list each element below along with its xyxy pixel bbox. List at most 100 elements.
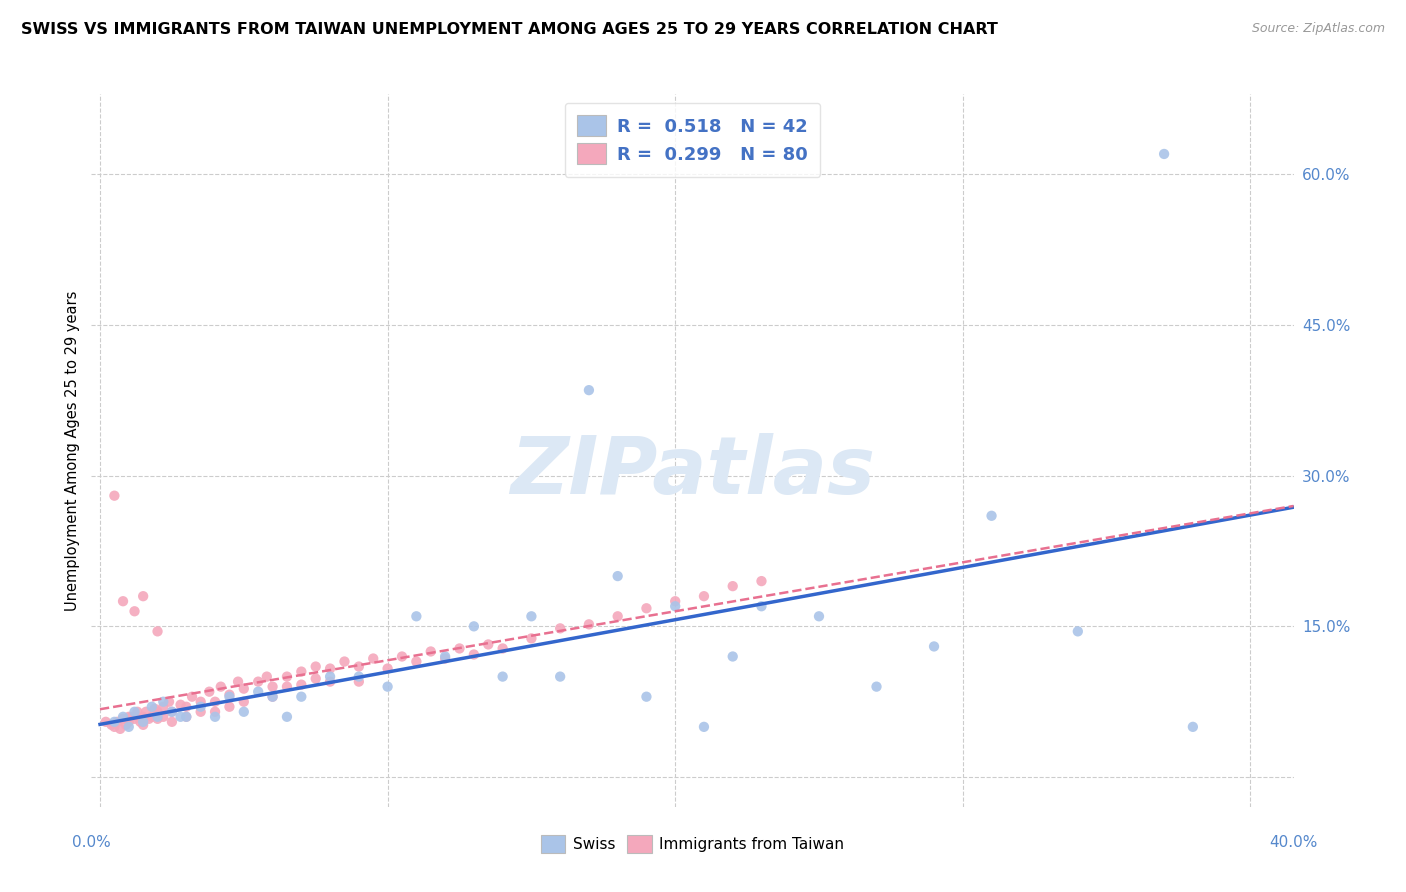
Text: 0.0%: 0.0% <box>72 836 111 850</box>
Point <box>141 710 163 724</box>
Point <box>132 710 155 724</box>
Point <box>492 641 515 656</box>
Point <box>721 649 744 664</box>
Point <box>319 662 342 676</box>
Point <box>204 695 226 709</box>
Point <box>174 710 197 724</box>
Point <box>1181 720 1204 734</box>
Point <box>262 680 284 694</box>
Point <box>606 609 628 624</box>
Point <box>111 712 135 726</box>
Point <box>463 619 485 633</box>
Point <box>129 714 152 729</box>
Point <box>751 599 773 614</box>
Point <box>664 599 686 614</box>
Point <box>94 714 117 729</box>
Point <box>276 670 298 684</box>
Point <box>190 705 212 719</box>
Point <box>141 699 163 714</box>
Point <box>606 569 628 583</box>
Point <box>463 648 485 662</box>
Point <box>232 695 254 709</box>
Point <box>132 718 155 732</box>
Point <box>247 674 270 689</box>
Point <box>405 655 427 669</box>
Point <box>169 698 191 712</box>
Point <box>146 710 169 724</box>
Point <box>146 624 169 639</box>
Point <box>160 714 183 729</box>
Point <box>721 579 744 593</box>
Point <box>347 674 370 689</box>
Point <box>520 632 543 646</box>
Point <box>262 690 284 704</box>
Point <box>132 589 155 603</box>
Point <box>807 609 830 624</box>
Point <box>347 670 370 684</box>
Point <box>520 609 543 624</box>
Point <box>305 659 328 673</box>
Point <box>218 688 240 702</box>
Point <box>290 678 312 692</box>
Point <box>135 705 157 719</box>
Point <box>152 710 174 724</box>
Point <box>190 695 212 709</box>
Point <box>121 710 143 724</box>
Point <box>198 684 221 698</box>
Point <box>118 710 141 724</box>
Point <box>492 670 515 684</box>
Point <box>146 712 169 726</box>
Text: SWISS VS IMMIGRANTS FROM TAIWAN UNEMPLOYMENT AMONG AGES 25 TO 29 YEARS CORRELATI: SWISS VS IMMIGRANTS FROM TAIWAN UNEMPLOY… <box>21 22 998 37</box>
Point <box>169 710 191 724</box>
Point <box>181 690 204 704</box>
Point <box>157 695 180 709</box>
Point <box>118 714 141 729</box>
Point <box>174 699 197 714</box>
Point <box>1067 624 1090 639</box>
Point <box>204 710 226 724</box>
Point <box>361 651 384 665</box>
Point <box>190 699 212 714</box>
Point <box>174 710 197 724</box>
Point <box>1153 147 1175 161</box>
Point <box>152 695 174 709</box>
Text: Source: ZipAtlas.com: Source: ZipAtlas.com <box>1251 22 1385 36</box>
Point <box>477 637 499 651</box>
Point <box>636 690 658 704</box>
Point <box>256 670 278 684</box>
Point <box>124 604 146 618</box>
Point <box>305 672 328 686</box>
Point <box>103 720 125 734</box>
Point <box>693 589 716 603</box>
Point <box>751 574 773 588</box>
Point <box>347 659 370 673</box>
Text: ZIPatlas: ZIPatlas <box>510 433 875 511</box>
Point <box>103 714 125 729</box>
Point <box>419 644 441 658</box>
Point <box>111 594 135 608</box>
Point <box>548 621 571 635</box>
Point <box>391 649 413 664</box>
Point <box>434 651 457 665</box>
Point <box>204 705 226 719</box>
Point <box>124 705 146 719</box>
Text: 40.0%: 40.0% <box>1270 836 1317 850</box>
Point <box>290 665 312 679</box>
Point <box>377 680 399 694</box>
Point <box>405 609 427 624</box>
Point <box>449 641 471 656</box>
Point <box>146 705 169 719</box>
Point <box>118 720 141 734</box>
Point <box>276 680 298 694</box>
Point <box>980 508 1002 523</box>
Point <box>276 710 298 724</box>
Point <box>319 674 342 689</box>
Point <box>127 705 149 719</box>
Point <box>115 718 138 732</box>
Point <box>693 720 716 734</box>
Point <box>160 705 183 719</box>
Point <box>108 722 131 736</box>
Point <box>143 702 166 716</box>
Point <box>247 684 270 698</box>
Point <box>111 710 135 724</box>
